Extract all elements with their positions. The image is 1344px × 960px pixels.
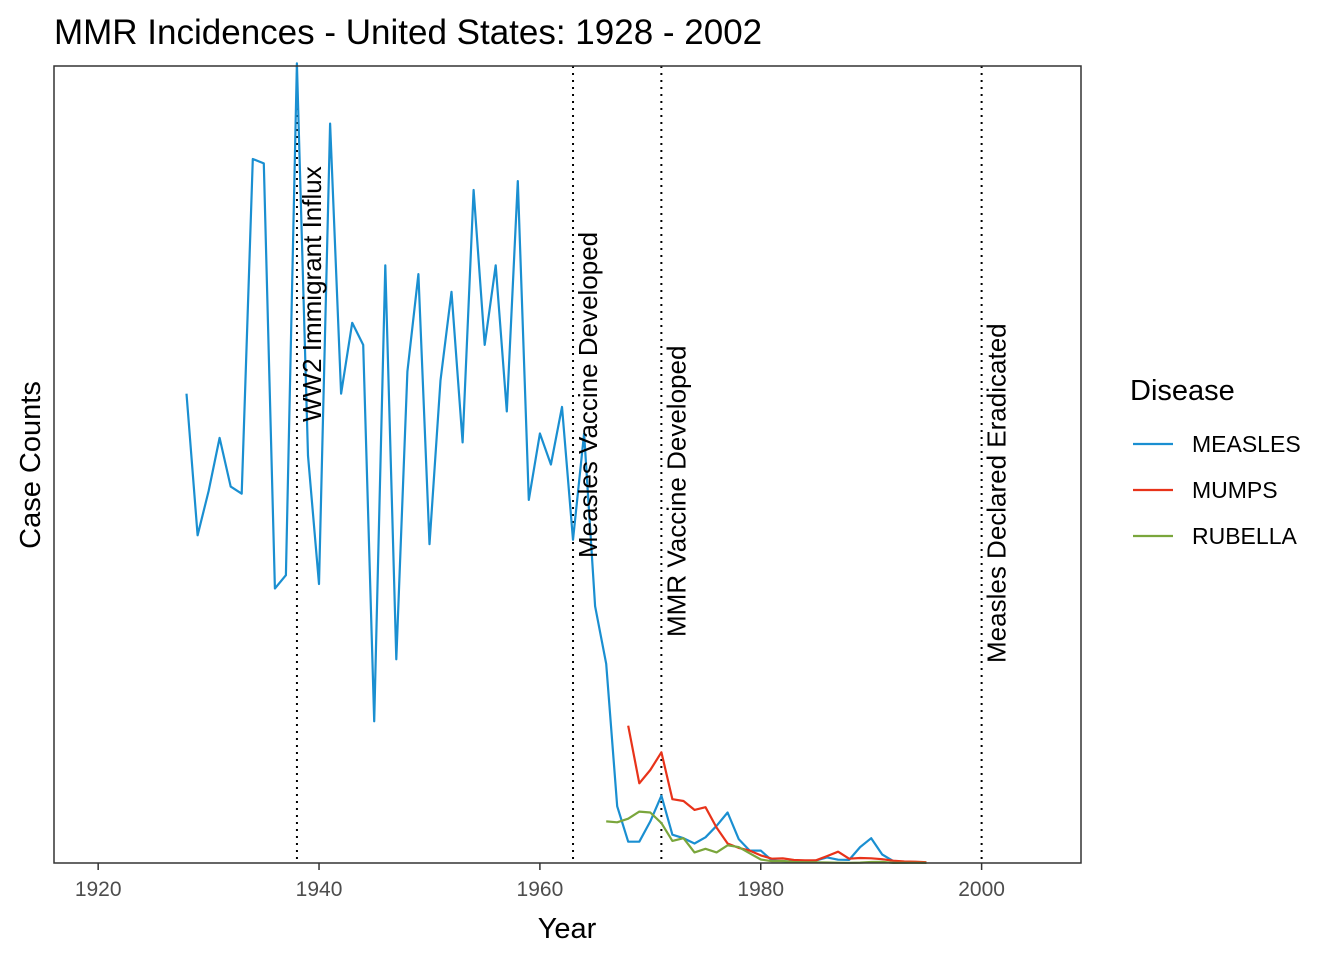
chart-title: MMR Incidences - United States: 1928 - 2… xyxy=(54,13,762,52)
x-tick-label: 1960 xyxy=(517,878,564,901)
panel-border xyxy=(53,65,1082,864)
series-lines xyxy=(185,62,927,865)
x-axis: 1920 1940 1960 1980 2000 xyxy=(75,863,1005,901)
legend-label: RUBELLA xyxy=(1192,523,1297,549)
event-annotations: WW2 Immigrant Influx Measles Vaccine Deve… xyxy=(297,166,1012,663)
x-tick-label: 1940 xyxy=(296,878,343,901)
series-line-rubella xyxy=(606,810,927,865)
event-label: Measles Vaccine Developed xyxy=(573,232,603,558)
x-tick-label: 1980 xyxy=(737,878,784,901)
event-label: Measles Declared Eradicated xyxy=(982,323,1012,663)
legend: Disease MEASLES MUMPS RUBELLA xyxy=(1130,375,1301,549)
event-label: MMR Vaccine Developed xyxy=(661,346,691,637)
x-tick-label: 2000 xyxy=(958,878,1005,901)
legend-label: MEASLES xyxy=(1192,431,1301,457)
event-label: WW2 Immigrant Influx xyxy=(297,166,327,422)
legend-title: Disease xyxy=(1130,375,1235,407)
x-axis-title: Year xyxy=(538,913,597,945)
legend-label: MUMPS xyxy=(1192,477,1278,503)
y-axis-title: Case Counts xyxy=(15,381,47,549)
event-lines xyxy=(295,66,983,863)
x-tick-label: 1920 xyxy=(75,878,122,901)
series-line-mumps xyxy=(627,725,927,864)
